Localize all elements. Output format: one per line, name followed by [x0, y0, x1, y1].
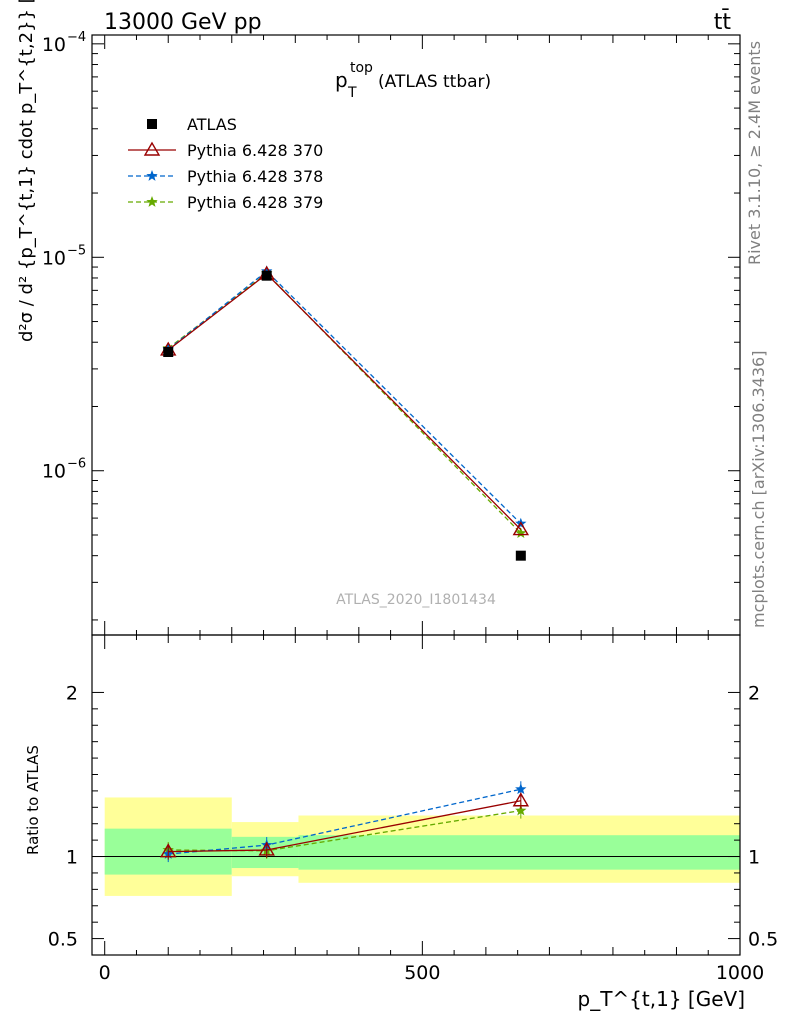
data-point: [261, 270, 272, 281]
ratio-tick-label: 1: [66, 847, 78, 869]
series-line: [167, 272, 522, 534]
ratio-point: [160, 843, 177, 858]
ratio-point: [512, 792, 530, 807]
y-tick-label-exp: −6: [67, 457, 86, 472]
series-py379: [162, 267, 527, 538]
x-tick-label: 0: [99, 962, 111, 984]
title-rest: (ATLAS ttbar): [378, 72, 491, 92]
ratio-point: [515, 783, 527, 795]
legend-label: Pythia 6.428 378: [187, 167, 323, 186]
series-py378: [162, 265, 527, 529]
title-sup: top: [350, 60, 373, 76]
uncertainty-band-inner: [298, 835, 740, 870]
y-axis-label-bottom: Ratio to ATLAS: [24, 745, 42, 855]
data-point: [163, 346, 174, 357]
legend-marker: [143, 141, 161, 156]
analysis-watermark: ATLAS_2020_I1801434: [336, 592, 496, 608]
series-py370: [160, 265, 530, 536]
legend-label: Pythia 6.428 370: [187, 141, 323, 160]
data-point: [515, 550, 526, 561]
ratio-tick-label: 2: [66, 682, 78, 704]
legend-label: ATLAS: [187, 115, 237, 134]
ratio-tick-label-right: 1: [748, 847, 760, 869]
ratio-point: [515, 804, 527, 816]
series-line: [167, 270, 522, 525]
header-right: tt̄: [714, 9, 732, 35]
rivet-version-label: Rivet 3.1.10, ≥ 2.4M events: [745, 41, 764, 265]
legend-marker: [146, 170, 158, 181]
y-tick-label: 10: [42, 34, 66, 56]
svg-text:p: p: [335, 68, 348, 92]
legend-label: Pythia 6.428 379: [187, 193, 323, 212]
x-axis-label: p_T^{t,1} [GeV]: [578, 987, 746, 1011]
x-tick-label: 1000: [716, 962, 764, 984]
series-data: [163, 270, 526, 561]
mcplots-label: mcplots.cern.ch [arXiv:1306.3436]: [749, 351, 768, 628]
legend-marker: [147, 119, 157, 129]
legend-marker: [146, 196, 158, 207]
y-axis-label-top: d²σ / d² {p_T^{t,1} cdot p_T^{t,2}} [1/G…: [16, 0, 37, 342]
y-tick-label-exp: −4: [67, 30, 86, 45]
ratio-series-py370: [160, 792, 530, 860]
ratio-frame: [91, 634, 741, 956]
ratio-tick-label: 0.5: [48, 929, 78, 951]
y-tick-label: 10: [42, 461, 66, 483]
data-point: [512, 521, 530, 536]
legend: ATLAS Pythia 6.428 370 Pythia 6.428 378 Pyt…: [128, 115, 323, 212]
y-tick-label: 10: [42, 247, 66, 269]
y-tick-label-exp: −5: [67, 243, 86, 258]
header-left: 13000 GeV pp: [104, 10, 262, 35]
ratio-panel: 0.5 0.5 1 1 2 2 0 500 1000: [48, 634, 778, 984]
title-main: p: [335, 68, 348, 92]
data-point: [515, 527, 527, 538]
x-tick-label: 500: [404, 962, 440, 984]
title-sub: T: [347, 85, 357, 101]
ratio-tick-label-right: 0.5: [748, 929, 778, 951]
plot-title: p top T (ATLAS ttbar): [335, 60, 491, 101]
ratio-tick-label-right: 2: [748, 682, 760, 704]
ratio-point: [258, 841, 275, 856]
series-line: [167, 273, 522, 531]
